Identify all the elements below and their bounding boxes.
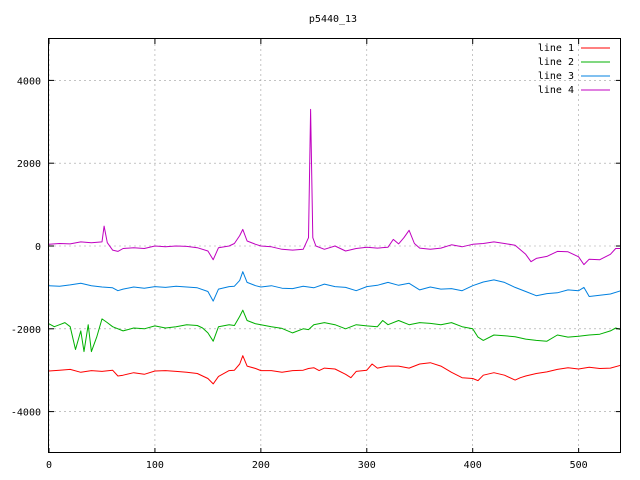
y-tick-label: -2000 bbox=[11, 325, 41, 336]
plot-frame bbox=[48, 38, 621, 453]
legend-label-line-2: line 2 bbox=[538, 57, 574, 68]
axis-ticks: 0 100 200 300 400 500 -4000 -2000 0 2000 4000 bbox=[11, 39, 621, 471]
x-tick-label: 100 bbox=[146, 460, 164, 471]
x-tick-label: 500 bbox=[570, 460, 588, 471]
x-tick-label: 400 bbox=[464, 460, 482, 471]
legend-label-line-3: line 3 bbox=[538, 71, 574, 82]
series-line-line-1 bbox=[48, 355, 622, 385]
y-tick-label: 4000 bbox=[17, 76, 41, 87]
y-tick-label: -4000 bbox=[11, 408, 41, 419]
legend-label-line-1: line 1 bbox=[538, 43, 574, 54]
legend-label-line-4: line 4 bbox=[538, 85, 574, 96]
chart-title: p5440_13 bbox=[309, 14, 357, 25]
x-tick-label: 300 bbox=[358, 460, 376, 471]
y-tick-label: 2000 bbox=[17, 159, 41, 170]
legend: line 1 line 2 line 3 line 4 bbox=[538, 43, 610, 96]
series-line-line-4 bbox=[48, 108, 621, 266]
y-tick-label: 0 bbox=[35, 242, 41, 253]
series-line-line-2 bbox=[48, 309, 622, 353]
series-layer bbox=[48, 108, 622, 385]
series-line-line-3 bbox=[48, 271, 622, 302]
x-tick-label: 0 bbox=[46, 460, 52, 471]
x-tick-label: 200 bbox=[252, 460, 270, 471]
